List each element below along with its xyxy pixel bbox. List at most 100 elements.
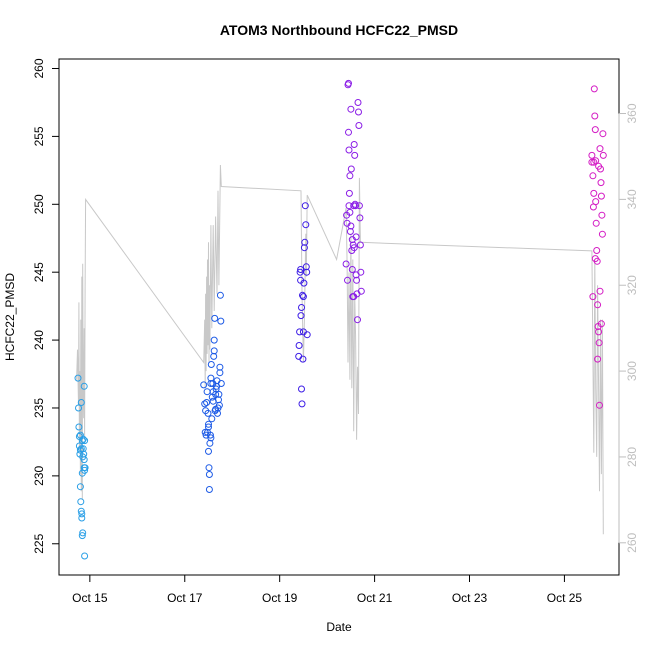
data-point <box>347 105 355 113</box>
data-point <box>296 268 304 276</box>
data-point <box>210 336 218 344</box>
data-point <box>300 244 308 252</box>
x-tick-label: Oct 15 <box>72 591 108 605</box>
data-point <box>591 255 599 263</box>
data-point <box>344 276 351 284</box>
data-point <box>298 385 305 393</box>
chart-title: ATOM3 Northbound HCFC22_PMSD <box>220 22 458 38</box>
data-point <box>80 382 88 390</box>
data-point <box>205 423 212 431</box>
x-tick-label: Oct 19 <box>262 591 298 605</box>
data-point <box>590 189 598 197</box>
y2-axis: 260 280 300 320 340 360 <box>618 103 639 553</box>
data-point <box>204 409 212 417</box>
data-point <box>298 304 305 311</box>
data-point <box>596 401 603 409</box>
data-point <box>350 293 358 301</box>
data-point <box>201 400 209 408</box>
data-point <box>342 260 350 268</box>
data-point <box>589 172 597 180</box>
data-point <box>217 317 225 325</box>
y2-tick-label: 340 <box>625 189 639 209</box>
data-point <box>595 328 603 336</box>
scatter-series-1 <box>200 291 225 493</box>
data-point <box>81 437 89 445</box>
data-point <box>77 399 85 406</box>
y-tick-label: 230 <box>32 466 46 486</box>
x-tick-label: Oct 23 <box>452 591 488 605</box>
data-point <box>597 320 605 328</box>
data-point <box>597 179 605 187</box>
data-point <box>78 532 86 540</box>
data-point <box>301 202 309 210</box>
scatter-series-4 <box>588 85 607 409</box>
data-point <box>299 293 307 301</box>
data-point <box>205 447 212 455</box>
data-point <box>212 385 220 393</box>
data-point <box>346 172 354 180</box>
data-point <box>216 291 224 299</box>
data-point <box>303 331 311 339</box>
y-tick-label: 260 <box>32 58 46 78</box>
y-tick-label: 235 <box>32 398 46 418</box>
data-point <box>347 222 355 230</box>
data-point <box>594 301 602 309</box>
data-point <box>355 202 363 210</box>
data-point <box>597 192 605 200</box>
data-point <box>598 230 606 238</box>
data-point <box>599 130 607 138</box>
data-point <box>346 208 354 216</box>
data-point <box>297 312 305 320</box>
y-tick-label: 225 <box>32 533 46 553</box>
x-tick-label: Oct 17 <box>167 591 203 605</box>
data-point <box>205 420 212 428</box>
data-point <box>208 415 216 423</box>
data-point <box>599 151 607 159</box>
data-point <box>75 423 83 431</box>
data-point <box>348 266 356 273</box>
data-point <box>217 380 225 387</box>
data-point <box>297 266 305 273</box>
y2-tick-label: 260 <box>625 532 639 552</box>
data-point <box>348 236 356 244</box>
data-point <box>353 276 361 284</box>
data-point <box>210 347 218 355</box>
data-point <box>595 162 603 170</box>
data-point <box>78 514 86 522</box>
data-point <box>345 202 353 210</box>
data-point <box>76 431 84 439</box>
data-point <box>81 464 89 472</box>
y2-tick-label: 320 <box>625 275 639 295</box>
data-point <box>594 355 602 363</box>
data-point <box>203 399 211 406</box>
data-point <box>357 287 365 295</box>
x-axis: Oct 15 Oct 17 Oct 19 Oct 21 Oct 23 Oct 25 <box>72 574 582 605</box>
data-point <box>352 202 360 210</box>
data-point <box>76 483 84 491</box>
data-point <box>74 374 82 382</box>
data-point <box>591 112 599 120</box>
data-point <box>205 486 213 493</box>
data-point <box>595 339 603 347</box>
data-point <box>212 390 220 398</box>
data-point <box>75 404 82 412</box>
x-axis-label: Date <box>326 620 352 634</box>
data-point <box>301 238 309 246</box>
data-point <box>209 397 217 405</box>
data-point <box>588 158 596 166</box>
data-point <box>77 498 85 506</box>
data-point <box>593 247 601 254</box>
data-point <box>203 388 211 396</box>
data-point <box>298 400 306 408</box>
y2-tick-label: 300 <box>625 361 639 381</box>
y-tick-label: 240 <box>32 330 46 350</box>
y-tick-label: 250 <box>32 194 46 214</box>
data-point <box>296 328 304 336</box>
data-point <box>351 151 359 159</box>
data-point <box>356 241 364 249</box>
data-point <box>592 157 600 165</box>
data-point <box>300 279 308 287</box>
data-point <box>206 431 214 439</box>
data-point <box>295 342 303 349</box>
